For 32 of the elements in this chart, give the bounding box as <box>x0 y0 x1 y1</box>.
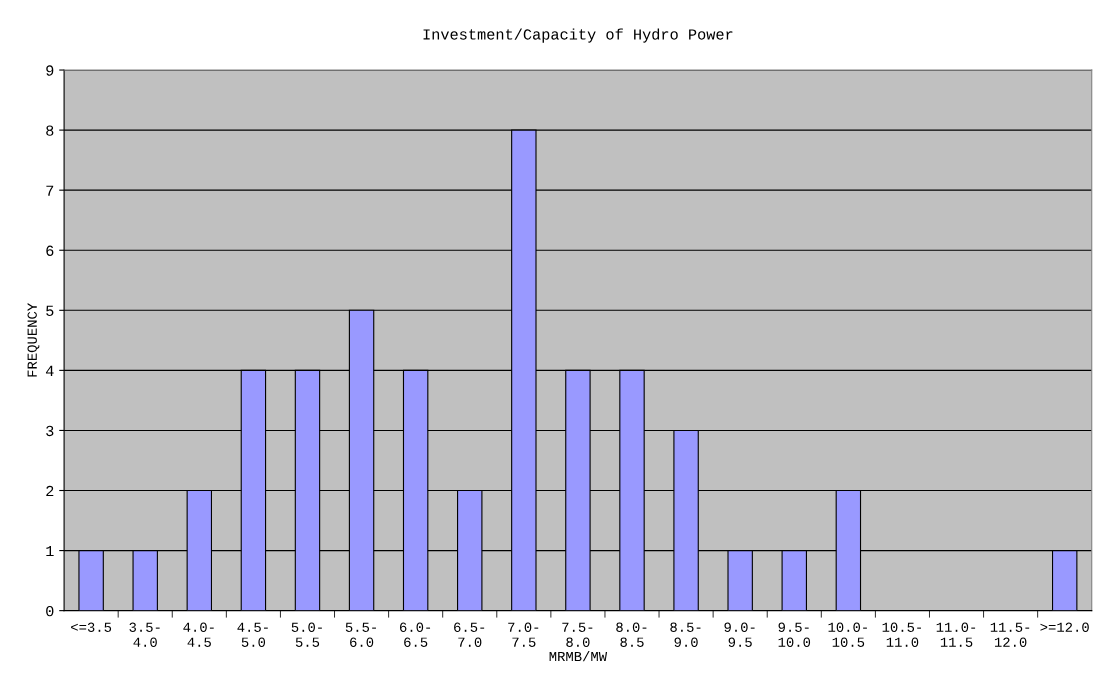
y-tick-label: 2 <box>46 485 54 497</box>
x-tick-label: 3.5- 4.0 <box>129 622 160 647</box>
x-tick-label: 6.5- 7.0 <box>454 622 485 647</box>
x-tick-label: 9.5- 10.0 <box>778 622 811 647</box>
x-tick-label: <=3.5 <box>71 622 112 632</box>
chart-title: Investment/Capacity of Hydro Power <box>423 28 733 43</box>
x-tick-label: 11.5- 12.0 <box>990 622 1030 647</box>
x-tick-label: 9.0- 9.5 <box>724 622 755 647</box>
x-tick-label: 6.0- 6.5 <box>400 622 431 647</box>
y-tick-label: 5 <box>46 305 54 316</box>
y-tick-label: 3 <box>46 425 54 437</box>
y-tick-label: 1 <box>46 546 54 557</box>
x-tick-label: >=12.0 <box>1040 622 1089 632</box>
y-tick-label: 9 <box>46 65 54 76</box>
x-tick-label: 8.0- 8.5 <box>616 622 647 647</box>
y-tick-label: 0 <box>46 605 54 617</box>
x-tick-label: 5.5- 6.0 <box>345 622 376 647</box>
x-tick-label: 7.5- 8.0 <box>562 622 593 647</box>
x-tick-label: 7.0- 7.5 <box>508 622 539 647</box>
y-tick-label: 7 <box>46 185 54 196</box>
x-axis-title: MRMB/MW <box>549 651 608 662</box>
x-tick-label: 4.5- 5.0 <box>237 622 268 647</box>
y-tick-label: 4 <box>45 365 54 376</box>
x-tick-label: 5.0- 5.5 <box>291 622 322 647</box>
x-tick-label: 10.5- 11.0 <box>882 622 921 647</box>
x-tick-label: 4.0- 4.5 <box>183 622 214 647</box>
x-tick-label: 11.0- 11.5 <box>936 622 976 647</box>
y-tick-label: 6 <box>46 245 54 256</box>
y-tick-label: 8 <box>46 125 54 136</box>
x-tick-label: 8.5- 9.0 <box>670 622 701 647</box>
y-axis-title: FREQUENCY <box>27 303 40 377</box>
x-tick-label: 10.0- 10.5 <box>828 622 867 647</box>
